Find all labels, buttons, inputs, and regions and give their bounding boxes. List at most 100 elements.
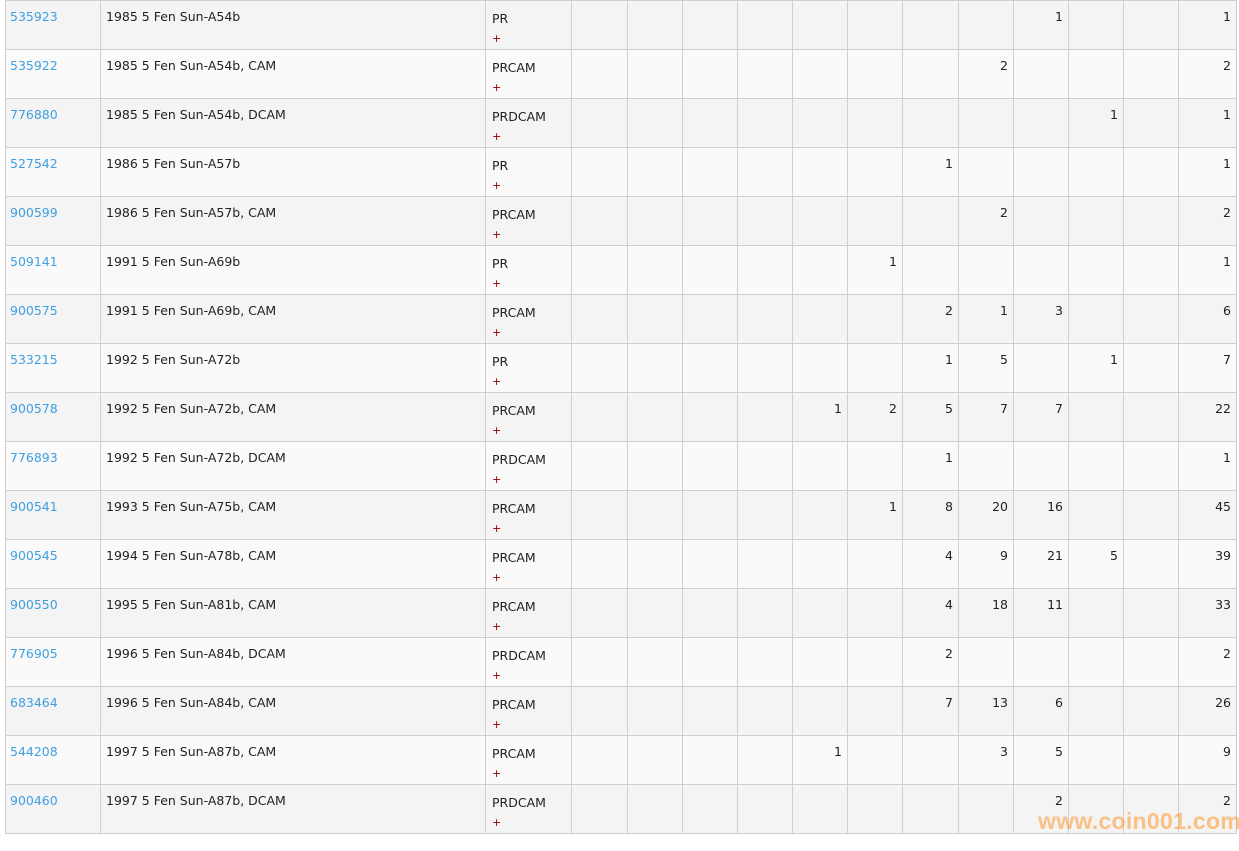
expand-plus-icon[interactable]: + xyxy=(492,816,502,829)
expand-plus-icon[interactable]: + xyxy=(492,424,502,437)
grade-count-cell: 13 xyxy=(958,686,1014,736)
expand-plus-icon[interactable]: + xyxy=(492,718,502,731)
grade-count-cell xyxy=(627,441,683,491)
cert-id-link[interactable]: 535922 xyxy=(10,58,58,73)
expand-plus-icon[interactable]: + xyxy=(492,375,502,388)
grade-count-cell xyxy=(1013,343,1069,393)
cert-id-link[interactable]: 900545 xyxy=(10,548,58,563)
cert-id-link[interactable]: 776880 xyxy=(10,107,58,122)
designation-label: PRCAM xyxy=(492,550,536,565)
grade-count-cell xyxy=(847,735,903,785)
expand-plus-icon[interactable]: + xyxy=(492,522,502,535)
grade-count-cell xyxy=(1123,784,1179,834)
expand-plus-icon[interactable]: + xyxy=(492,81,502,94)
cert-id-link[interactable]: 544208 xyxy=(10,744,58,759)
description-cell: 1995 5 Fen Sun-A81b, CAM xyxy=(100,588,486,638)
total-cell: 1 xyxy=(1178,98,1237,148)
designation-label: PRDCAM xyxy=(492,648,546,663)
grade-count-cell: 1 xyxy=(902,343,959,393)
expand-plus-icon[interactable]: + xyxy=(492,620,502,633)
table-row: 900541 1993 5 Fen Sun-A75b, CAM PRCAM +1 8 20… xyxy=(5,490,1237,540)
grade-count-cell xyxy=(902,196,959,246)
cert-id-cell: 776880 xyxy=(5,98,101,148)
grade-count-cell xyxy=(1123,637,1179,687)
description-cell: 1992 5 Fen Sun-A72b, DCAM xyxy=(100,441,486,491)
cert-id-link[interactable]: 535923 xyxy=(10,9,58,24)
cert-id-cell: 544208 xyxy=(5,735,101,785)
description-cell: 1994 5 Fen Sun-A78b, CAM xyxy=(100,539,486,589)
designation-label: PRCAM xyxy=(492,60,536,75)
grade-count-cell xyxy=(1123,49,1179,99)
cert-id-link[interactable]: 900550 xyxy=(10,597,58,612)
grade-count-cell xyxy=(847,343,903,393)
grade-count-cell xyxy=(1123,735,1179,785)
description-cell: 1992 5 Fen Sun-A72b xyxy=(100,343,486,393)
expand-plus-icon[interactable]: + xyxy=(492,669,502,682)
grade-count-cell xyxy=(627,735,683,785)
designation-cell: PRCAM + xyxy=(485,735,572,785)
cert-id-link[interactable]: 527542 xyxy=(10,156,58,171)
cert-id-link[interactable]: 533215 xyxy=(10,352,58,367)
expand-plus-icon[interactable]: + xyxy=(492,571,502,584)
grade-count-cell xyxy=(571,196,628,246)
grade-count-cell xyxy=(737,0,793,50)
cert-id-link[interactable]: 776905 xyxy=(10,646,58,661)
expand-plus-icon[interactable]: + xyxy=(492,326,502,339)
grade-count-cell xyxy=(682,343,738,393)
total-cell: 1 xyxy=(1178,245,1237,295)
table-row: 533215 1992 5 Fen Sun-A72b PR +1 5 1 7 xyxy=(5,343,1237,393)
grade-count-cell xyxy=(792,441,848,491)
description-cell: 1997 5 Fen Sun-A87b, DCAM xyxy=(100,784,486,834)
grade-count-cell xyxy=(958,147,1014,197)
expand-plus-icon[interactable]: + xyxy=(492,767,502,780)
grade-count-cell: 5 xyxy=(1013,735,1069,785)
grade-count-cell xyxy=(737,98,793,148)
cert-id-cell: 533215 xyxy=(5,343,101,393)
cert-id-link[interactable]: 776893 xyxy=(10,450,58,465)
grade-count-cell xyxy=(1123,490,1179,540)
grade-count-cell xyxy=(847,588,903,638)
grade-count-cell xyxy=(682,98,738,148)
designation-cell: PRDCAM + xyxy=(485,784,572,834)
grade-count-cell xyxy=(571,490,628,540)
grade-count-cell xyxy=(958,98,1014,148)
grade-count-cell xyxy=(682,0,738,50)
expand-plus-icon[interactable]: + xyxy=(492,32,502,45)
grade-count-cell xyxy=(1123,588,1179,638)
cert-id-cell: 900545 xyxy=(5,539,101,589)
cert-id-link[interactable]: 900541 xyxy=(10,499,58,514)
grade-count-cell: 1 xyxy=(1013,0,1069,50)
grade-count-cell xyxy=(1123,343,1179,393)
grade-count-cell xyxy=(737,735,793,785)
designation-cell: PR + xyxy=(485,245,572,295)
cert-id-link[interactable]: 683464 xyxy=(10,695,58,710)
grade-count-cell xyxy=(1068,735,1124,785)
grade-count-cell: 5 xyxy=(1068,539,1124,589)
grade-count-cell: 2 xyxy=(902,294,959,344)
table-row: 535923 1985 5 Fen Sun-A54b PR +1 1 xyxy=(5,0,1237,50)
expand-plus-icon[interactable]: + xyxy=(492,130,502,143)
grade-count-cell xyxy=(792,343,848,393)
expand-plus-icon[interactable]: + xyxy=(492,473,502,486)
grade-count-cell xyxy=(1123,147,1179,197)
cert-id-link[interactable]: 900599 xyxy=(10,205,58,220)
grade-count-cell xyxy=(1068,441,1124,491)
grade-count-cell xyxy=(737,392,793,442)
cert-id-cell: 900550 xyxy=(5,588,101,638)
grade-count-cell: 9 xyxy=(958,539,1014,589)
expand-plus-icon[interactable]: + xyxy=(492,228,502,241)
grade-count-cell xyxy=(682,588,738,638)
expand-plus-icon[interactable]: + xyxy=(492,179,502,192)
designation-label: PRCAM xyxy=(492,697,536,712)
cert-id-link[interactable]: 509141 xyxy=(10,254,58,269)
expand-plus-icon[interactable]: + xyxy=(492,277,502,290)
cert-id-link[interactable]: 900575 xyxy=(10,303,58,318)
cert-id-link[interactable]: 900578 xyxy=(10,401,58,416)
grade-count-cell xyxy=(1068,686,1124,736)
grade-count-cell xyxy=(847,294,903,344)
grade-count-cell xyxy=(682,245,738,295)
grade-count-cell: 1 xyxy=(792,392,848,442)
grade-count-cell xyxy=(737,784,793,834)
cert-id-link[interactable]: 900460 xyxy=(10,793,58,808)
grade-count-cell: 4 xyxy=(902,539,959,589)
